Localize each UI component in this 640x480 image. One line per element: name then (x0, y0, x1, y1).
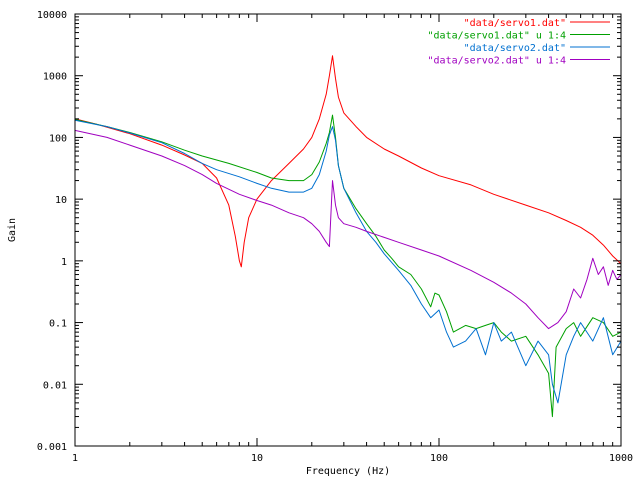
y-tick-label: 1000 (43, 72, 67, 83)
x-tick-label: 10 (251, 453, 263, 464)
axis-tick-labels: 1 10 100 1000 0.001 0.01 0.1 1 10 100 1000 10000 (37, 10, 633, 464)
chart-legend: "data/servo1.dat" "data/servo1.dat" u 1:4… (428, 18, 610, 67)
legend-label: "data/servo1.dat" u 1:4 (428, 31, 566, 42)
series-line-1 (74, 55, 622, 268)
x-tick-label: 100 (430, 453, 448, 464)
y-tick-label: 0.01 (43, 380, 67, 391)
legend-label: "data/servo2.dat" (464, 43, 566, 54)
y-tick-label: 10 (55, 195, 67, 206)
legend-label: "data/servo1.dat" (464, 18, 566, 29)
y-tick-label: 0.001 (37, 442, 67, 453)
legend-label: "data/servo2.dat" u 1:4 (428, 56, 566, 67)
x-axis-label: Frequency (Hz) (306, 466, 390, 477)
plot-traces (74, 55, 622, 418)
y-tick-label: 100 (49, 133, 67, 144)
y-tick-label: 0.1 (49, 319, 67, 330)
series-line-2 (74, 114, 622, 418)
y-tick-label: 10000 (37, 10, 67, 21)
axis-ticks (74, 13, 622, 447)
series-line-4 (74, 129, 622, 330)
series-line-3 (74, 119, 622, 404)
x-tick-label: 1 (72, 453, 78, 464)
x-tick-label: 1000 (609, 453, 633, 464)
y-tick-label: 1 (61, 257, 67, 268)
y-axis-label: Gain (7, 218, 18, 242)
plot-frame (74, 13, 622, 447)
